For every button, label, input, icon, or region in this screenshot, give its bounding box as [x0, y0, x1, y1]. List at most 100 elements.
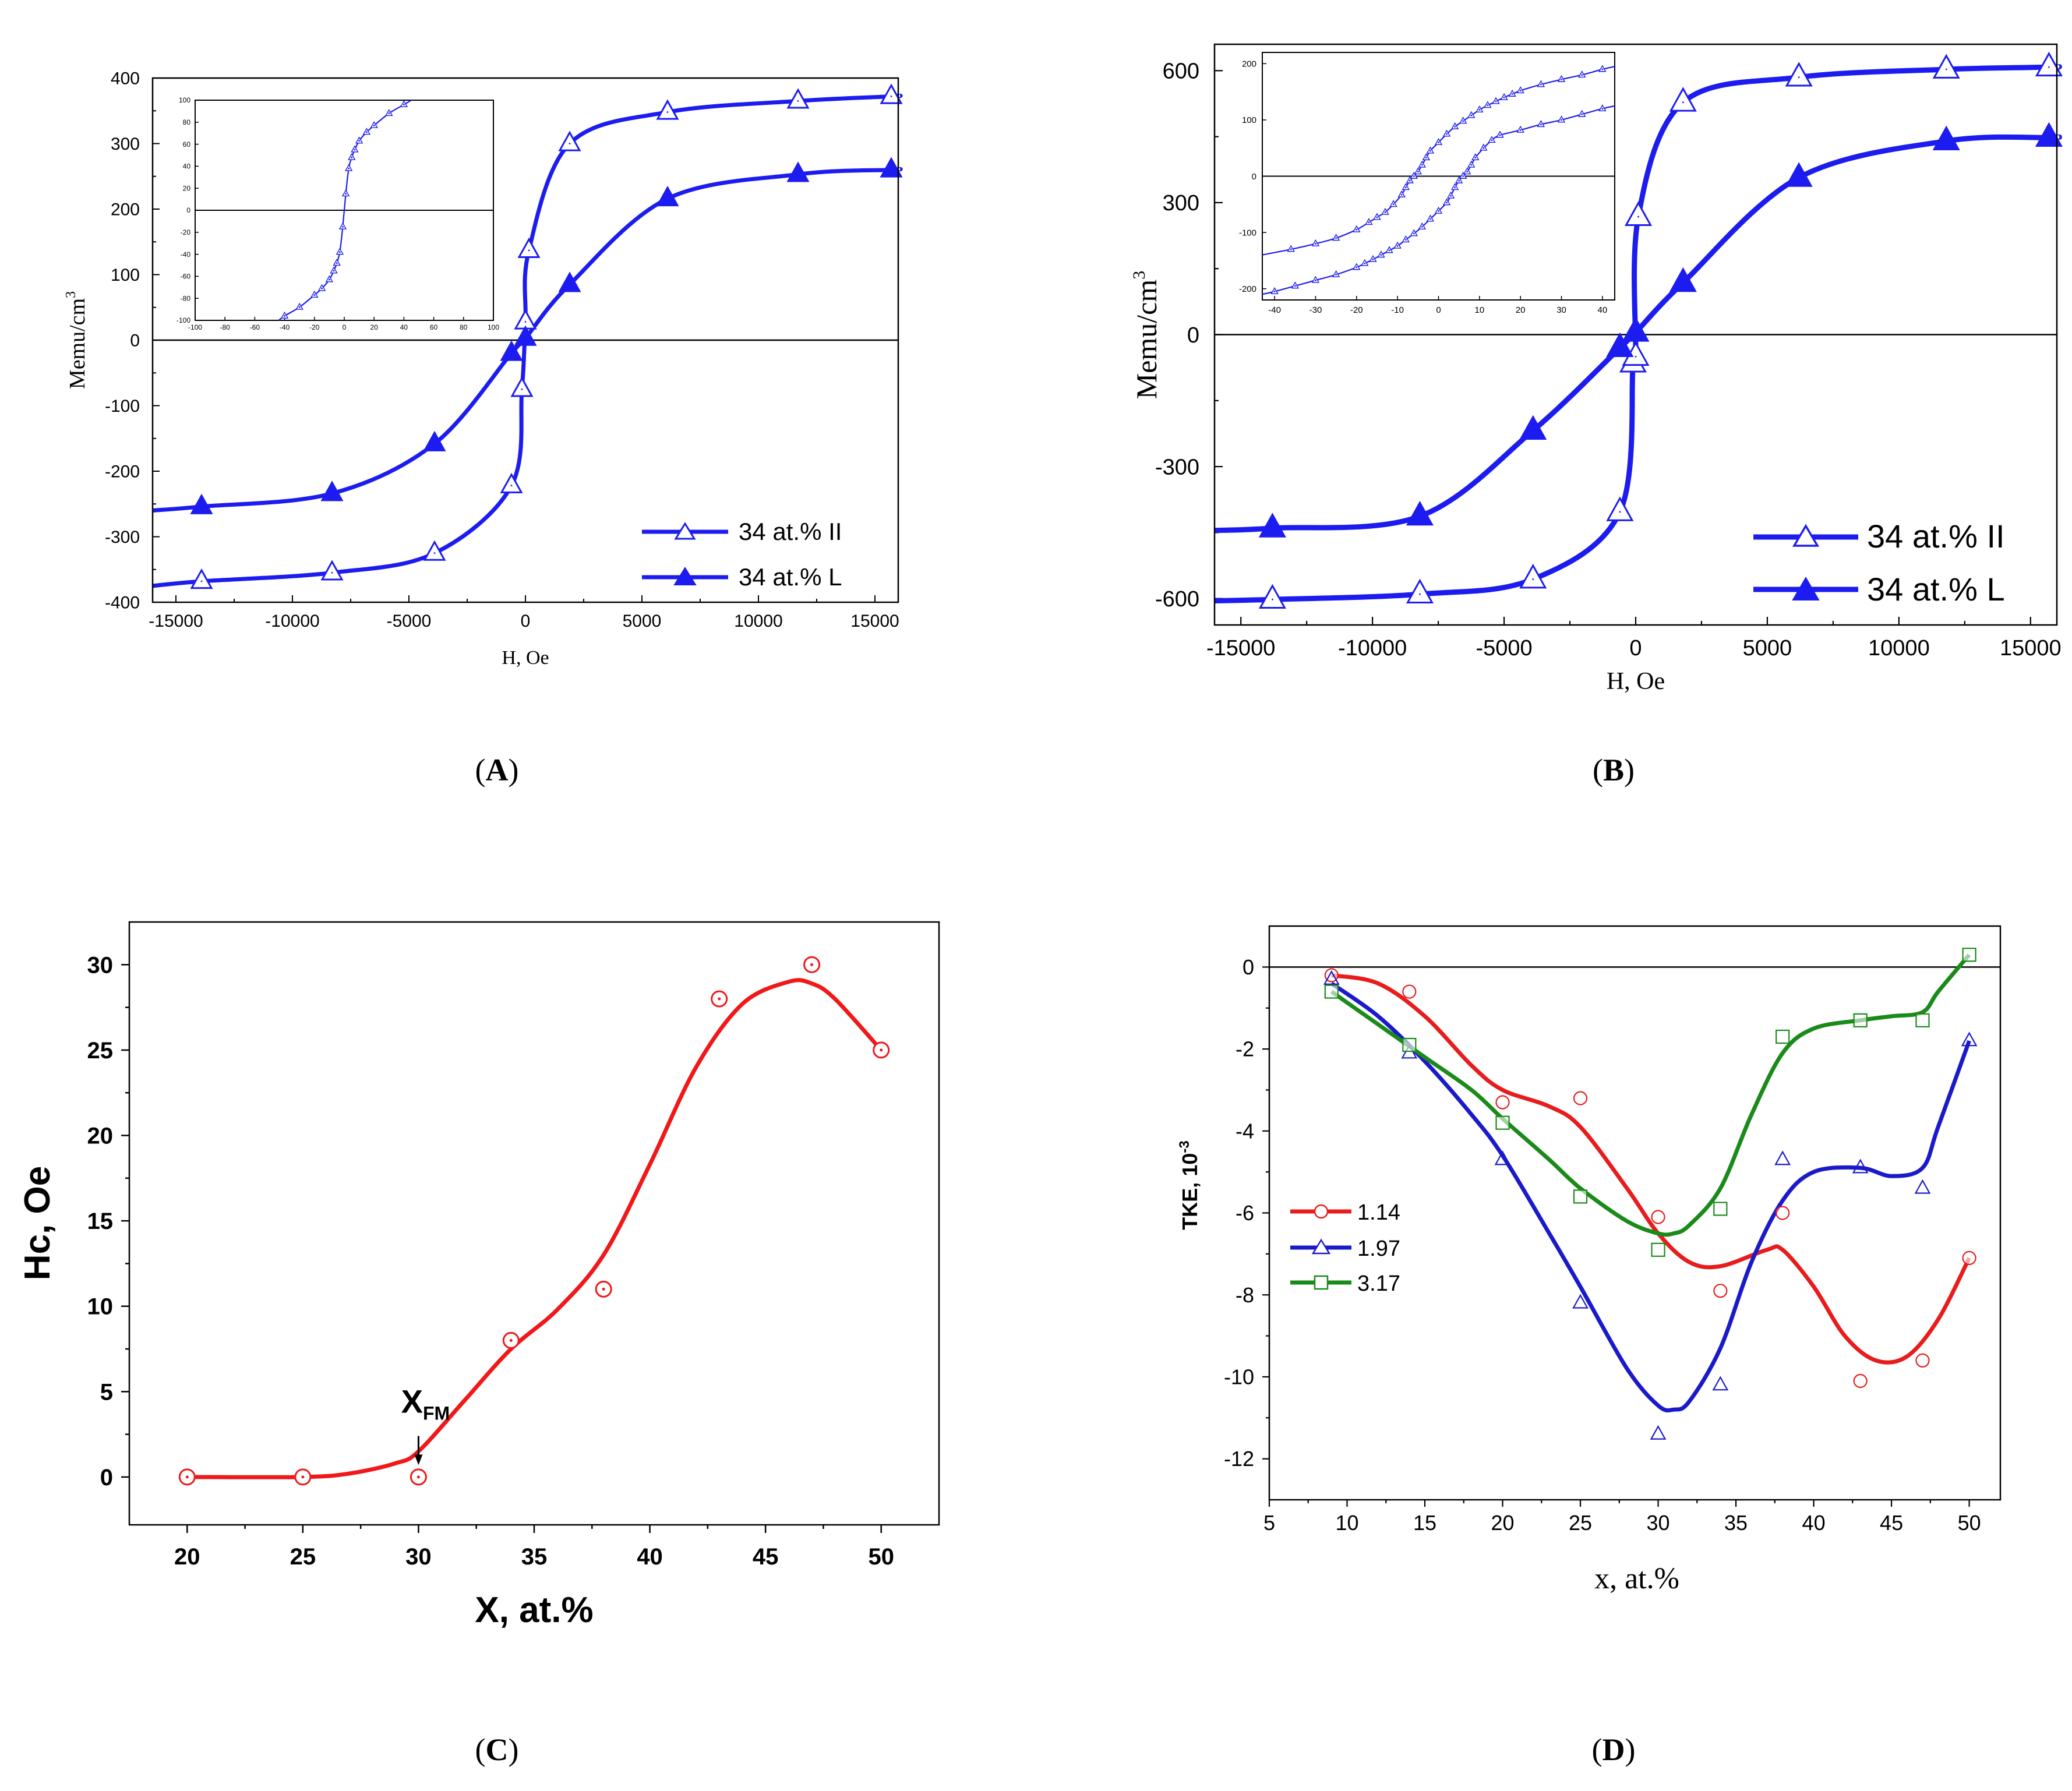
panel-b-inset-series-1-marker-center — [1335, 274, 1337, 275]
panel-b-inset-series-0-marker-center — [1495, 100, 1497, 103]
panel-d-series-0-marker — [1651, 1210, 1665, 1224]
panel-a-series-0-marker — [880, 83, 903, 104]
panel-b-inset-series-1-marker-center — [1429, 218, 1431, 220]
panel-a-inset: -100 -80 -60 -40 -20 0 20 40 60 80 100 -100 -80 -60 -4… — [177, 96, 499, 331]
panel-b-inset-series-0-marker-center — [1446, 133, 1448, 135]
panel-b-inset-series-1-marker-center — [1413, 232, 1415, 235]
panel-b-inset-series-1-marker-center — [1446, 202, 1448, 204]
panel-b-legend-marker-l — [1792, 577, 1820, 600]
panel-d-series-1-line — [1330, 981, 1971, 1413]
panel-a-series-0-marker-center — [331, 571, 333, 574]
panel-b-inset-series-0-marker-center — [1601, 68, 1604, 70]
panel-b-inset-series-0-marker-center — [1392, 203, 1395, 206]
panel-a-series-1-marker — [320, 481, 344, 501]
panel-d-legend-marker-1-97 — [1311, 1238, 1331, 1255]
panel-b-inset-series-0-marker-center — [1478, 109, 1481, 111]
panel-a-x-tick-label: 15000 — [850, 612, 899, 631]
panel-b-inset-series-1-marker-center — [1380, 254, 1382, 256]
panel-a-x-tick-label: -15000 — [149, 612, 203, 631]
panel-a-caption-letter: A — [486, 753, 509, 787]
panel-a-inset-series-0-marker-center — [336, 262, 338, 264]
panel-a-inset-y-tick-label: -100 — [177, 316, 190, 324]
panel-b-inset-series-0-marker-center — [1315, 243, 1316, 245]
panel-b-inset-series-0-marker-center — [1413, 175, 1415, 177]
panel-d-series-1-marker — [1914, 1179, 1931, 1194]
panel-c-markers — [178, 956, 890, 1486]
panel-b-inset-series-1-marker-center — [1474, 157, 1477, 159]
panel-a-inset-x-tick-label: 40 — [400, 323, 408, 331]
panel-d-y-axis-label-sup: -3 — [1177, 1140, 1192, 1153]
panel-c-y-tick-label: 25 — [87, 1038, 114, 1064]
panel-b-inset-series-0-marker-center — [1462, 120, 1464, 122]
panel-a-y-tick-label: 400 — [111, 69, 140, 89]
panel-b-legend-marker-ii — [1792, 524, 1820, 547]
panel-d-legend-label-1-14: 1.14 — [1357, 1200, 1400, 1225]
panel-b-inset-series-0-marker-center — [1438, 142, 1439, 143]
panel-a-inset-series-0-marker-center — [321, 287, 323, 289]
panel-b-inset-series-0-marker-center — [1454, 126, 1456, 128]
panel-a-inset-series-0-marker-center — [358, 140, 360, 142]
panel-d-caption: (D) — [1592, 1732, 1636, 1767]
panel-b-inset-curves — [1262, 65, 1615, 295]
panel-a-plot-frame — [151, 77, 899, 603]
panel-a-inset-series-0-marker-center — [313, 294, 316, 296]
panel-b-inset-series-1-marker-center — [1491, 139, 1493, 142]
panel-d-x-axis-label: x, at.% — [1594, 1562, 1679, 1595]
panel-d-legend-marker-3-17 — [1314, 1275, 1329, 1290]
panel-a: -15000 -10000 -5000 0 5000 10000 15000-400-300… — [63, 69, 903, 787]
panel-a-inset-series-0-marker-center — [338, 251, 341, 253]
panel-a-y-tick-label: 100 — [111, 266, 140, 285]
panel-b-y-axis-label-sup: 3 — [1129, 271, 1149, 280]
panel-a-series-1-marker — [514, 325, 537, 346]
panel-b-inset-series-0-marker-center — [1540, 83, 1542, 86]
panel-b-series-0-marker-center — [1532, 578, 1534, 580]
panel-a-series-0-marker-center — [797, 100, 799, 102]
panel-c-x-tick-label: 25 — [290, 1544, 316, 1570]
panel-d-series-0-marker — [1776, 1206, 1790, 1220]
panel-b-inset-y-tick-label: 0 — [1252, 172, 1256, 182]
panel-d-plot-frame — [1268, 925, 2002, 1501]
panel-b-y-tick-label: 300 — [1163, 191, 1199, 216]
panel-c-hc-point-dot — [416, 1475, 420, 1479]
panel-d-y-axis-label: TKE, 10-3 — [1177, 1140, 1202, 1230]
panel-b-series-0-marker — [2035, 51, 2063, 77]
panel-c-hc-point-dot — [185, 1475, 189, 1479]
panel-b-inset-plot — [1262, 65, 1615, 295]
panel-b-series-1-marker — [1785, 162, 1813, 187]
panel-a-inset-series-0-marker-center — [348, 167, 350, 169]
panel-b-inset-series-0-marker-center — [1356, 228, 1358, 231]
panel-b-caption: (B) — [1593, 753, 1635, 787]
panel-d-legend-label-3-17: 3.17 — [1357, 1271, 1400, 1296]
panel-b-series-0-marker-center — [1272, 598, 1273, 600]
panel-b-series-0-marker — [1406, 578, 1434, 603]
panel-c-y-tick-label: 10 — [87, 1294, 114, 1320]
panel-a-x-tick-label: -5000 — [387, 612, 432, 631]
panel-a-series-0-marker-center — [510, 485, 513, 487]
panel-a-y-tick-label: 0 — [130, 331, 140, 351]
panel-b-inset-series-1-marker-center — [1601, 108, 1604, 109]
panel-b-x-axis-label: H, Oe — [1607, 668, 1665, 695]
panel-d-series-1-marker — [1572, 1294, 1589, 1309]
panel-c-curves — [187, 978, 883, 1479]
panel-b-legend-label-ii: 34 at.% II — [1867, 518, 2005, 554]
panel-b-inset-series-1-marker-center — [1273, 291, 1276, 292]
panel-a-inset-x-tick-label: 100 — [488, 323, 499, 331]
panel-b-ticks: -15000 -10000 -5000 0 5000 10000 15000-600-300… — [1155, 59, 2062, 660]
panel-a-inset-y-tick-label: 80 — [183, 118, 191, 126]
panel-b-inset-series-0-marker-center — [1290, 248, 1292, 250]
panel-b-y-tick-label: 600 — [1163, 59, 1199, 84]
panel-d-series-2-marker — [1776, 1029, 1790, 1044]
panel-a-y-axis-label: Memu/cm3 — [63, 291, 90, 389]
panel-d-x-tick-label: 25 — [1569, 1511, 1592, 1535]
panel-a-y-tick-label: -400 — [105, 594, 140, 613]
panel-a-series-1-marker — [500, 340, 523, 361]
panel-a-inset-series-0-marker-center — [388, 112, 390, 115]
panel-b-series-0-marker-center — [2048, 66, 2050, 68]
panel-b-series-1-marker — [1606, 332, 1634, 358]
panel-b-inset-y-tick-label: 200 — [1242, 59, 1256, 69]
panel-a-inset-series-0-marker-center — [351, 156, 353, 158]
panel-a-series-1-marker — [786, 161, 810, 182]
panel-d: 5 10 15 20 25 30 35 40 45 50 0 -2 -4 -6 -8 -10 -12 x, at… — [1177, 925, 2002, 1767]
panel-c-xfm-label: XFM — [401, 1383, 450, 1424]
panel-a-inset-x-tick-label: -20 — [309, 323, 320, 331]
